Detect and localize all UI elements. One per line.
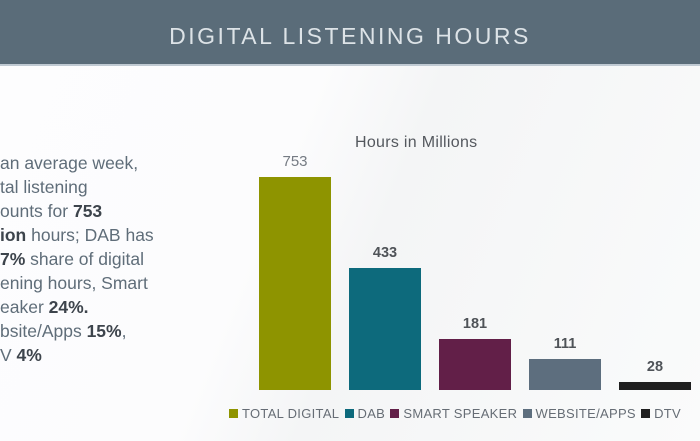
legend-item-dab: DAB: [344, 406, 386, 421]
intro-segment: tal listening: [0, 177, 88, 197]
legend-item-total-digital: TOTAL DIGITAL: [229, 406, 339, 421]
legend-label: TOTAL DIGITAL: [242, 406, 340, 421]
intro-segment: share of digital: [25, 249, 144, 269]
intro-segment: an average week,: [0, 153, 139, 173]
intro-line: V 4%: [0, 343, 154, 367]
chart-column-dab: 433: [340, 150, 430, 390]
intro-highlight: 753: [72, 201, 103, 221]
page-title: DIGITAL LISTENING HOURS: [169, 22, 531, 49]
chart-title: Hours in Millions: [355, 134, 478, 151]
bar-value-label: 28: [646, 359, 664, 375]
intro-highlight: 15%: [86, 321, 122, 341]
header-bar: DIGITAL LISTENING HOURS: [0, 0, 700, 66]
bar-smart-speaker: [439, 339, 511, 390]
legend-label: SMART SPEAKER: [403, 406, 518, 421]
chart-column-website-apps: 111: [520, 150, 610, 390]
intro-segment: ,: [121, 321, 127, 341]
chart-legend: TOTAL DIGITAL DAB SMART SPEAKER WEBSITE/APP…: [229, 406, 681, 421]
intro-segment: ening hours, Smart: [0, 273, 148, 293]
legend-swatch-icon: [229, 409, 238, 418]
intro-segment: eaker: [0, 297, 49, 317]
legend-swatch-icon: [390, 409, 400, 418]
chart-column-total-digital: 753: [250, 150, 340, 390]
legend-label: WEBSITE/APPS: [535, 406, 636, 421]
bar-value-label: 433: [372, 245, 398, 261]
intro-text-block: an average week, tal listening ounts for 7…: [0, 151, 154, 367]
intro-line: ening hours, Smart: [0, 271, 154, 295]
legend-swatch-icon: [522, 409, 532, 418]
legend-item-smart-speaker: SMART SPEAKER: [390, 406, 517, 421]
bar-dab: [349, 268, 421, 390]
intro-highlight: ion: [0, 225, 27, 245]
intro-highlight: 24%.: [48, 297, 89, 317]
legend-swatch-icon: [641, 409, 651, 418]
legend-item-website-apps: WEBSITE/APPS: [522, 406, 636, 421]
bar-chart-plot-area: 753 433 181 111 28: [250, 150, 700, 390]
intro-segment: ounts for: [0, 201, 73, 221]
intro-segment: bsite/Apps: [0, 321, 87, 341]
legend-label: DAB: [357, 406, 386, 421]
intro-line: bsite/Apps 15%,: [0, 319, 154, 343]
intro-segment: V: [0, 345, 17, 365]
intro-segment: hours; DAB has: [26, 225, 154, 245]
legend-swatch-icon: [344, 409, 354, 418]
intro-line: ion hours; DAB has: [0, 223, 154, 247]
bar-value-label: 111: [553, 336, 577, 352]
legend-label: DTV: [654, 406, 681, 421]
intro-highlight: 7%: [0, 249, 26, 269]
bar-total-digital: [259, 177, 331, 390]
legend-item-dtv: DTV: [641, 406, 681, 421]
bar-value-label: 753: [282, 153, 308, 170]
bar-dtv: [619, 382, 691, 390]
intro-line: ounts for 753: [0, 199, 154, 223]
intro-highlight: 4%: [16, 345, 42, 365]
intro-line: an average week,: [0, 151, 154, 175]
chart-column-smart-speaker: 181: [430, 150, 520, 390]
bar-website-apps: [529, 359, 601, 390]
intro-line: eaker 24%.: [0, 295, 154, 319]
chart-column-dtv: 28: [610, 150, 700, 390]
bar-value-label: 181: [462, 316, 488, 332]
intro-line: tal listening: [0, 175, 154, 199]
intro-line: 7% share of digital: [0, 247, 154, 271]
